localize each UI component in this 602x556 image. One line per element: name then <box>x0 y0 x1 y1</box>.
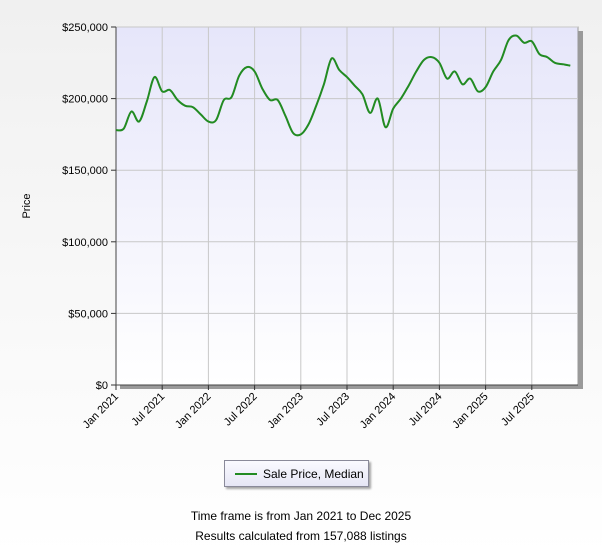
grid-lines <box>116 26 578 385</box>
listings-note: Results calculated from 157,088 listings <box>195 529 407 543</box>
timeframe-note: Time frame is from Jan 2021 to Dec 2025 <box>190 509 412 523</box>
y-tick-label: $0 <box>96 380 108 392</box>
series-group <box>115 34 571 137</box>
y-axis-title: Price <box>21 193 33 218</box>
axes <box>111 26 578 390</box>
y-tick-label: $150,000 <box>62 165 108 177</box>
series-line-sale-price-median <box>115 34 571 137</box>
y-tick-label: $100,000 <box>62 237 108 249</box>
legend-line-swatch <box>235 472 257 475</box>
y-tick-labels: $0 $50,000 $100,000 $150,000 $200,000 $250,00… <box>62 22 108 392</box>
y-tick-label: $200,000 <box>62 94 108 106</box>
legend-label: Sale Price, Median <box>263 466 364 481</box>
y-tick-label: $250,000 <box>62 22 108 34</box>
legend: Sale Price, Median <box>224 460 369 487</box>
y-tick-label: $50,000 <box>68 308 108 320</box>
